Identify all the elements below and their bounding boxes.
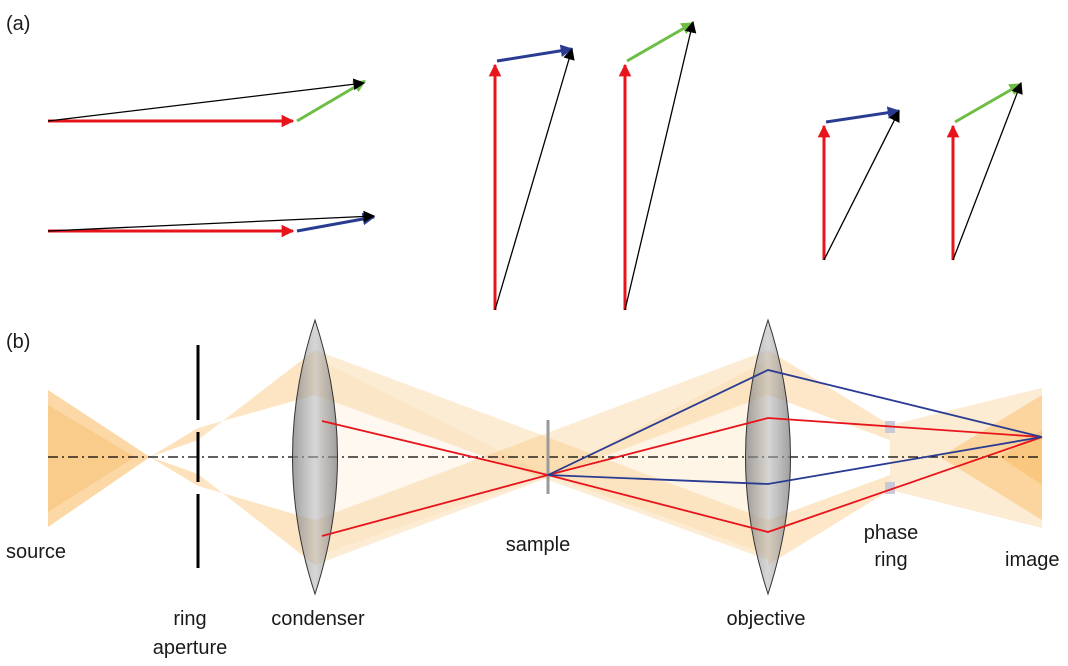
resultant-wave-arrow	[952, 81, 1023, 261]
resultant-wave-arrow	[823, 109, 900, 261]
phasor-vertical-negative-large	[488, 44, 575, 311]
image-cone	[890, 388, 1042, 528]
resultant-wave-arrow	[47, 78, 366, 122]
rays	[321, 369, 1043, 537]
blue-ray-upper	[547, 369, 1043, 476]
resultant-wave-arrow	[47, 210, 376, 232]
optical-path	[48, 318, 1043, 596]
to-condenser-upper	[198, 350, 315, 440]
scattered-wave-arrow	[825, 106, 901, 124]
scattered-wave-arrow	[296, 212, 376, 233]
phasor-vertical-positive-large	[618, 20, 697, 311]
label-phase-ring: ring	[874, 549, 908, 571]
label-ring: ring	[173, 608, 207, 630]
label-aperture: aperture	[152, 637, 228, 659]
label-condenser: condenser	[271, 608, 365, 630]
panel-label-b: (b)	[6, 331, 31, 353]
objective-cone-lower	[768, 475, 890, 565]
label-image: image	[1005, 549, 1060, 571]
to-condenser-lower	[198, 474, 315, 565]
resultant-wave-arrow	[624, 20, 697, 311]
phasor-vertical-negative-small	[817, 106, 901, 261]
phasor-diagrams	[47, 20, 1023, 311]
label-sample: sample	[505, 534, 571, 556]
label-objective: objective	[726, 608, 806, 630]
diffracted-cone	[548, 360, 768, 555]
scattered-wave-arrow	[954, 82, 1023, 124]
condenser-lens	[292, 318, 338, 596]
scattered-wave-arrow	[626, 21, 695, 63]
illum-cone-lower	[315, 350, 768, 565]
phasor-vertical-positive-small	[946, 81, 1023, 261]
red-ray-lower	[321, 417, 1043, 537]
scattered-wave-arrow	[496, 44, 574, 63]
phasor-horizontal-positive	[47, 78, 367, 128]
red-ray-upper	[321, 420, 1043, 533]
objective-lens	[745, 318, 791, 596]
illum-cone-upper	[315, 350, 768, 560]
phase-ring-lower	[885, 482, 895, 494]
phasor-horizontal-negative	[47, 210, 376, 238]
blue-ray-lower	[547, 436, 1043, 485]
resultant-wave-arrow	[494, 47, 575, 311]
aperture-cone-upper	[150, 428, 198, 457]
label-phase: phase	[863, 522, 919, 544]
panel-label-a: (a)	[6, 13, 31, 35]
source-cone	[48, 390, 150, 527]
aperture-cone-lower	[150, 457, 198, 486]
objective-cone-upper	[768, 350, 890, 440]
label-source: source	[6, 541, 67, 563]
